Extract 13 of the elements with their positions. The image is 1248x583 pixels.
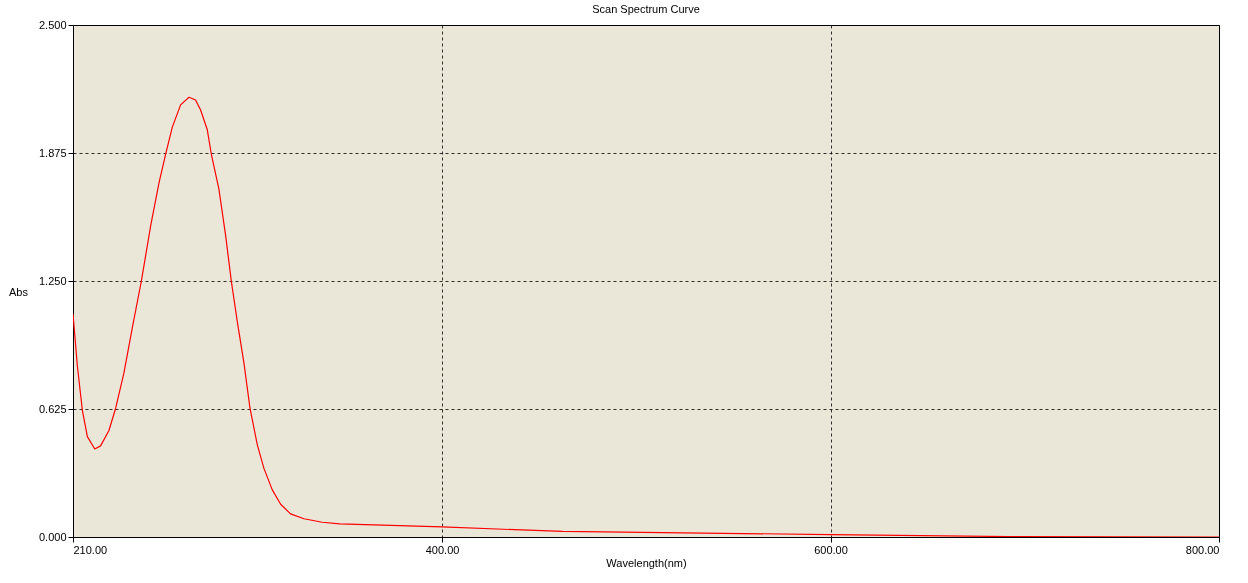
y-tick-label: 1.875 <box>38 146 67 159</box>
y-tick-label: 0.000 <box>38 530 67 543</box>
x-tick-label: 400.00 <box>425 543 460 556</box>
y-tick-label: 0.625 <box>38 402 67 415</box>
x-tick-label: 600.00 <box>814 543 848 556</box>
chart-title: Scan Spectrum Curve <box>592 3 700 15</box>
x-axis-title: Wavelength(nm) <box>606 556 687 569</box>
y-tick-label: 1.250 <box>38 274 67 287</box>
x-tick-label: 210.00 <box>73 543 108 556</box>
x-tick-label: 800.00 <box>1185 543 1220 556</box>
line-series <box>73 96 1219 537</box>
y-tick-label: 2.500 <box>38 18 67 31</box>
y-axis-title: Abs <box>9 285 29 298</box>
